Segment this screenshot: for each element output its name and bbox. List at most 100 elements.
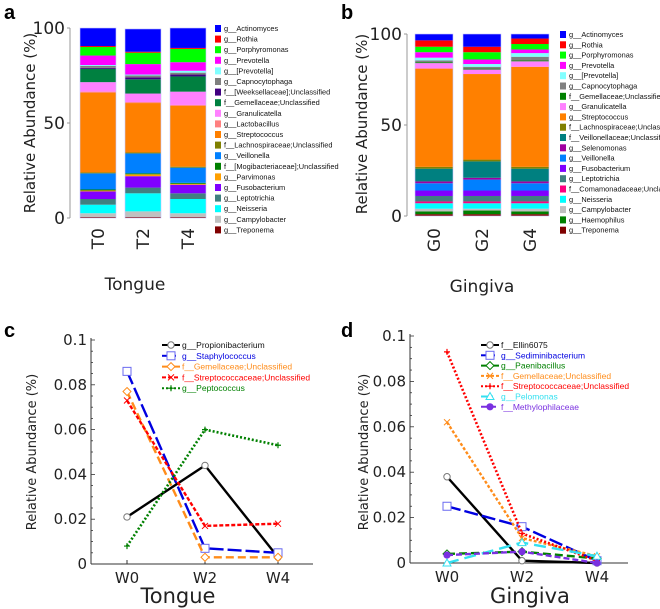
legend-label: g__Haemophilus <box>569 215 625 224</box>
legend-swatch-g-neisseria <box>560 195 566 203</box>
y-tick-label: 0.02 <box>373 509 406 527</box>
panel-label-b: b <box>341 2 353 24</box>
ylabel-b: Relative Abundance (%) <box>353 34 371 214</box>
legend-swatch-g-streptococcus <box>560 113 566 121</box>
xlabel-a: Tongue <box>104 275 166 295</box>
bar-segment-g-rothia-t0 <box>80 46 116 47</box>
bar-segment-g-neisseria-t0 <box>80 204 116 214</box>
marker-square <box>200 543 210 553</box>
legend-label: g__Actinomyces <box>569 30 624 39</box>
bar-segment-g-capnocytophaga-g2 <box>463 66 501 69</box>
marker-square <box>442 501 452 511</box>
bar-segment-g-porphyromonas-g0 <box>415 46 453 53</box>
legend-swatch-g-haemophilus <box>560 216 566 224</box>
legend-swatch-f-weeksellaceae-unclassified <box>215 88 221 96</box>
legend-label: f__Gemellaceae;Unclassified <box>182 362 292 372</box>
marker-plus <box>124 543 130 550</box>
bar-segment-g-haemophilus-g0 <box>415 211 453 215</box>
legend-label: g__Veillonella <box>224 151 271 160</box>
legend-label: f__Gemellaceae;Unclassified <box>501 371 611 381</box>
marker-diamond <box>200 552 210 562</box>
bar-segment-g-granulicatella-g2 <box>463 69 501 75</box>
x-tick-label: T0 <box>89 228 109 250</box>
marker-circle <box>443 473 451 481</box>
bar-segment-g-leptotrichia-g4 <box>511 195 549 202</box>
bar-segment-g-selenomonas-g2 <box>463 177 501 180</box>
legend-swatch-g-prevotella <box>215 67 221 75</box>
marker-circle <box>486 341 494 349</box>
legend-label: g__Paenibacillus <box>501 361 565 371</box>
legend-label: g__Leptotrichia <box>569 174 620 183</box>
bar-outline <box>510 33 550 217</box>
legend-label: g__Campylobacter <box>569 205 632 214</box>
marker-x <box>443 418 451 426</box>
bar-segment-g-neisseria-t2 <box>125 193 161 212</box>
marker-plus <box>519 530 525 537</box>
x-tick-label: W4 <box>266 569 290 587</box>
marker-x <box>274 520 282 528</box>
bar-segment-g-prevotella-g4 <box>511 49 549 54</box>
legend-label: f__Gemellaceae;Unclassified <box>224 98 320 107</box>
x-tick-label: T4 <box>179 228 199 250</box>
legend-swatch-g-leptotrichia <box>215 194 221 202</box>
legend-swatch-f-lachnospiraceae-unclassified <box>560 123 566 131</box>
legend-swatch-g-veillonella <box>215 152 221 160</box>
y-tick-label: 0.08 <box>54 376 87 394</box>
legend-swatch-g-granulicatella <box>560 103 566 111</box>
legend-label: g__Granulicatella <box>569 102 627 111</box>
bar-segment-g-streptococcus-t4 <box>170 105 206 167</box>
legend-swatch-g-porphyromonas <box>215 46 221 54</box>
series-line-g-staphylococcus <box>125 370 279 554</box>
y-tick-label: 0.1 <box>382 327 406 345</box>
panel-label-a: a <box>4 2 16 24</box>
legend-swatch-g-lactobacillus <box>215 120 221 128</box>
y-tick-label: 100 <box>33 19 65 39</box>
legend-label: g__Campylobacter <box>224 215 287 224</box>
y-tick-label: 0.06 <box>54 421 87 439</box>
bar-segment-g-granulicatella-t4 <box>170 91 206 105</box>
marker-circle <box>518 557 526 565</box>
y-tick-label: 0 <box>54 209 65 229</box>
x-tick-label: W0 <box>435 568 459 586</box>
legend-swatch-f-gemellaceae-unclassified <box>560 92 566 100</box>
legend-label: g__Prevotella <box>224 56 270 65</box>
legend-label: g__Porphyromonas <box>224 45 289 54</box>
bar-segment-f-lachnospiraceae-unclassified-t4 <box>170 166 206 168</box>
bar-segment-g-fusobacterium-g2 <box>463 190 501 196</box>
bar-segment-g-prevotella-t4 <box>170 62 206 71</box>
legend-label: f__Streptococcaceae;Unclassified <box>501 381 629 391</box>
bar-segment-g-actinomyces-g4 <box>511 34 549 39</box>
bar-segment-g-streptococcus-t0 <box>80 92 116 173</box>
bar-outline <box>462 33 502 217</box>
bar-segment-g-actinomyces-t0 <box>80 28 116 47</box>
bar-segment-g-actinomyces-g0 <box>415 34 453 41</box>
legend-label: f__Veillonellaceae;Unclassified <box>569 133 660 142</box>
legend-label: g__Fusobacterium <box>224 183 285 192</box>
y-tick-label: 0.1 <box>63 331 87 349</box>
marker-plus <box>168 385 174 392</box>
bar-segment-g-porphyromonas-g4 <box>511 44 549 50</box>
y-tick-label: 50 <box>380 116 402 136</box>
bar-segment-g-porphyromonas-t0 <box>80 47 116 56</box>
bar-segment-g-prevotella-t2 <box>125 64 161 75</box>
bar-segment-g-granulicatella-g0 <box>415 63 453 69</box>
legend-label: f__Gemellaceae;Unclassified <box>569 92 660 101</box>
legend-label: g__Leptotrichia <box>224 194 275 203</box>
marker-circle <box>167 341 175 349</box>
y-tick-label: 100 <box>370 25 402 45</box>
bar-segment-g-porphyromonas-t4 <box>170 48 206 63</box>
marker-diamond <box>122 386 132 397</box>
legend-label: g__Rothia <box>224 35 259 44</box>
marker-x <box>201 522 209 530</box>
bar-segment-g-campylobacter-t4 <box>170 213 206 218</box>
bar-segment-g-campylobacter-t0 <box>80 213 116 218</box>
bar-segment-g-actinomyces-g2 <box>463 34 501 47</box>
bar-segment-g-prevotella-g0 <box>415 57 453 61</box>
x-tick-label: G2 <box>473 228 493 252</box>
bar-segment-g-actinomyces-t2 <box>125 28 161 52</box>
bar-segment-g-granulicatella-t0 <box>80 82 116 92</box>
bar-segment-g-neisseria-g2 <box>463 203 501 209</box>
marker-square <box>485 350 495 360</box>
bar-segment-g-capnocytophaga-t0 <box>80 66 116 68</box>
legend-label: g__[Prevotella] <box>569 71 618 80</box>
